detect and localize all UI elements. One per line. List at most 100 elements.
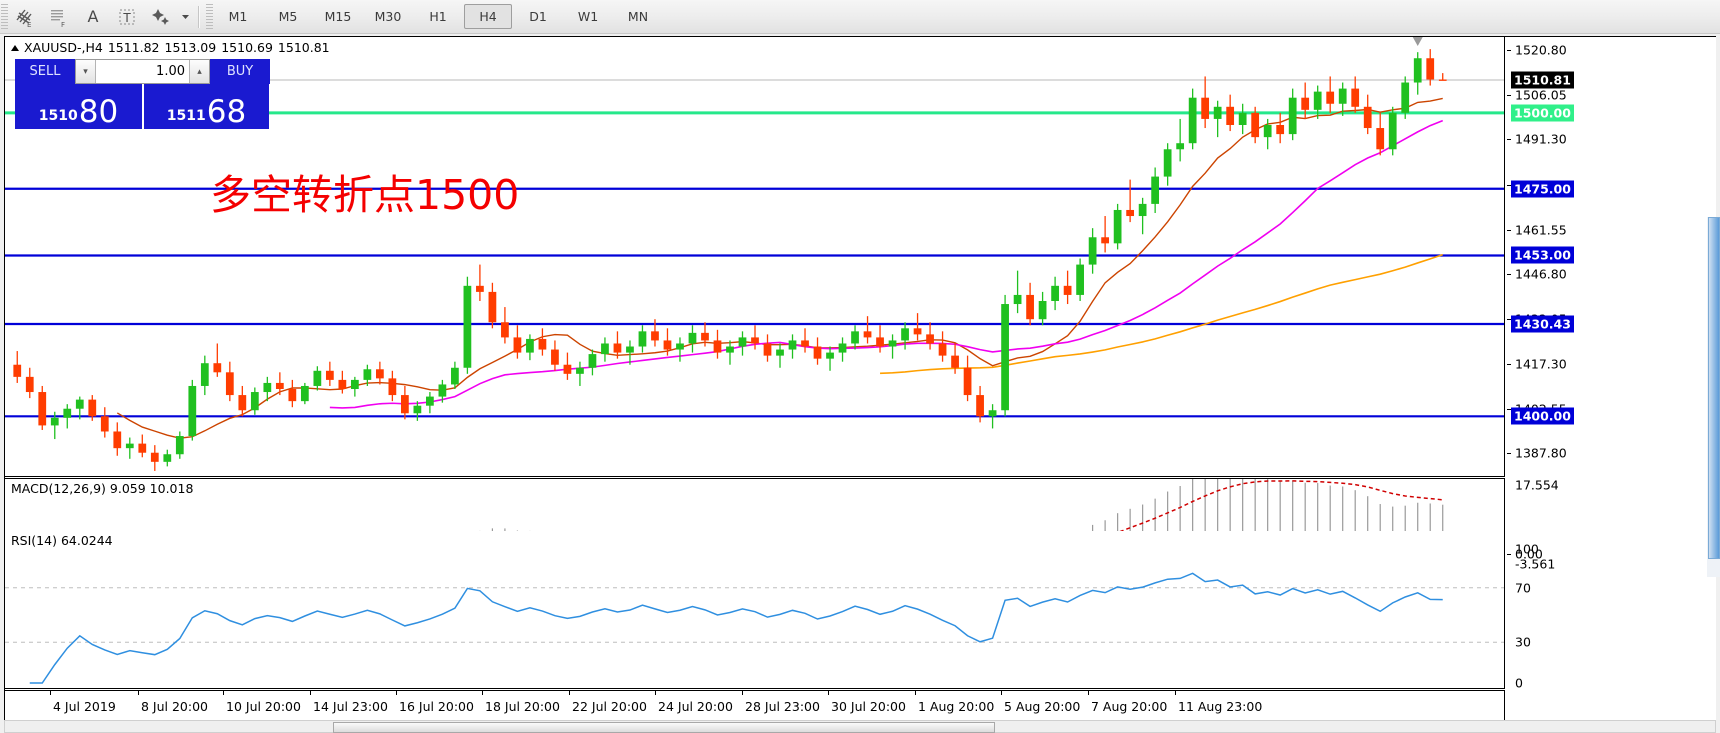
objects-dropdown-caret-icon[interactable] <box>178 3 192 30</box>
timeframe-d1[interactable]: D1 <box>529 9 547 24</box>
candle-body <box>963 367 972 396</box>
timeframe-h1[interactable]: H1 <box>429 9 447 24</box>
volume-input[interactable]: 1.00 <box>156 64 185 79</box>
candle-body <box>751 337 759 344</box>
time-axis-tick <box>569 690 570 695</box>
text-label-tool-icon[interactable]: T <box>110 3 144 30</box>
candle-body <box>701 332 709 341</box>
objects-list-icon[interactable] <box>144 3 178 30</box>
horizontal-scrollbar-thumb[interactable] <box>333 722 995 733</box>
timeframe-mn[interactable]: MN <box>627 9 649 24</box>
candle-body <box>1213 106 1222 119</box>
volume-down-arrow-icon[interactable]: ▾ <box>76 60 96 83</box>
one-click-trade-panel[interactable]: SELL ▾ 1.00 ▴ BUY 1510 80 1511 68 <box>15 59 270 129</box>
symbol-quote-line: XAUUSD-,H4 1511.82 1513.09 1510.69 1510.… <box>11 40 330 55</box>
horizontal-scrollbar[interactable] <box>4 720 1716 733</box>
candle-body <box>25 376 34 393</box>
level-label-1500.00: 1500.00 <box>1511 104 1574 122</box>
rsi-line <box>29 572 1443 684</box>
candle-body <box>1276 125 1285 135</box>
candle-body <box>813 346 822 359</box>
rsi-pane[interactable]: RSI(14) 64.0244 <box>5 531 1505 689</box>
price-axis[interactable]: 1520.801506.051491.301476.301461.551446.… <box>1506 37 1716 733</box>
toolbar-grip[interactable] <box>1 4 8 29</box>
candle-body <box>350 379 359 389</box>
buy-price[interactable]: 1511 68 <box>142 84 269 129</box>
candle-body <box>13 364 22 377</box>
candle-body <box>788 340 797 350</box>
axis-tick <box>1507 229 1511 231</box>
bar-chart-icon[interactable]: F <box>42 3 76 30</box>
time-axis-label: 1 Aug 20:00 <box>918 699 995 714</box>
candle-body <box>1301 97 1310 110</box>
price-axis-tick-label: 1506.05 <box>1515 87 1567 102</box>
candle-body <box>250 392 259 411</box>
axis-tick <box>1507 94 1511 96</box>
svg-text:F: F <box>61 21 65 29</box>
candle-body <box>901 328 909 341</box>
buy-button[interactable]: BUY <box>210 59 270 84</box>
candle-body <box>613 343 622 353</box>
candle-body <box>551 349 559 365</box>
timeframe-m15[interactable]: M15 <box>324 9 352 24</box>
candle-body <box>1238 112 1247 125</box>
volume-up-arrow-icon[interactable]: ▴ <box>189 60 209 83</box>
candle-body <box>763 343 772 356</box>
candle-body <box>1113 209 1122 244</box>
time-axis-tick <box>310 690 311 695</box>
candle-body <box>638 331 647 347</box>
collapse-triangle-icon[interactable] <box>11 44 19 51</box>
candle-body <box>526 338 534 353</box>
candle-body <box>200 363 209 386</box>
vertical-scrollbar[interactable] <box>1707 217 1720 577</box>
axis-tick <box>1507 408 1511 410</box>
candle-body <box>463 285 472 368</box>
candle-body <box>150 452 159 462</box>
timeframe-m1[interactable]: M1 <box>228 9 248 24</box>
candle-body <box>776 349 784 356</box>
timeframe-h4[interactable]: H4 <box>464 4 512 29</box>
svg-text:T: T <box>122 11 131 25</box>
candle-body <box>513 337 522 353</box>
candle-body <box>1063 285 1072 295</box>
candle-body <box>413 405 422 414</box>
candle-body <box>1038 301 1047 320</box>
candle-body <box>588 354 597 368</box>
candlestick-chart-icon[interactable]: E <box>8 3 42 30</box>
axis-tick <box>1507 554 1511 556</box>
time-axis-tick <box>1175 690 1176 695</box>
candle-body <box>313 370 322 386</box>
candle-body <box>738 337 747 347</box>
buy-price-prefix: 1511 <box>166 108 206 124</box>
volume-stepper[interactable]: ▾ 1.00 ▴ <box>75 59 210 84</box>
timeframe-m5[interactable]: M5 <box>278 9 298 24</box>
cursor-marker <box>1412 37 1423 46</box>
rsi-plot <box>5 572 1504 684</box>
text-tool-icon[interactable]: A <box>87 7 99 26</box>
timeframe-w1[interactable]: W1 <box>577 9 599 24</box>
rsi-axis-100-label: 100 <box>1515 541 1539 557</box>
candle-body <box>1251 112 1260 138</box>
timeframe-m30[interactable]: M30 <box>374 9 402 24</box>
candle-body <box>125 443 134 449</box>
time-axis-tick <box>138 690 139 695</box>
candle-body <box>1013 294 1022 305</box>
rsi-axis-70-label: 70 <box>1515 580 1531 596</box>
chart-annotation-text[interactable]: 多空转折点1500 <box>210 171 520 219</box>
quote-close: 1510.81 <box>277 40 330 55</box>
price-axis-tick-label: 1491.30 <box>1515 131 1567 147</box>
sell-button[interactable]: SELL <box>15 59 75 84</box>
time-axis-label: 10 Jul 20:00 <box>226 699 301 714</box>
time-axis-tick <box>223 690 224 695</box>
candle-body <box>663 340 672 350</box>
symbol-label: XAUUSD-,H4 <box>24 40 103 55</box>
vertical-scrollbar-thumb[interactable] <box>1708 217 1720 559</box>
time-axis-line <box>5 690 1504 691</box>
candle-body <box>988 410 997 417</box>
timeframe-grip[interactable] <box>206 4 213 29</box>
chart-area[interactable]: XAUUSD-,H4 1511.82 1513.09 1510.69 1510.… <box>4 36 1720 733</box>
time-axis-tick <box>482 690 483 695</box>
sell-price[interactable]: 1510 80 <box>15 84 142 129</box>
candle-body <box>401 395 409 414</box>
